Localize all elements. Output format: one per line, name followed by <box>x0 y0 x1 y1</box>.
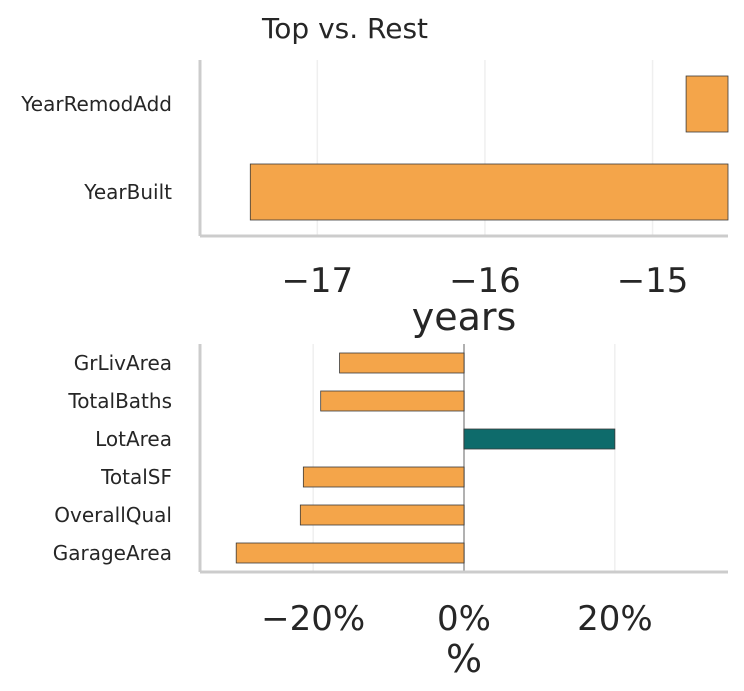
bar-GrLivArea <box>339 352 465 374</box>
bottom-chart: GrLivArea TotalBaths LotArea TotalSF Overall… <box>53 344 728 681</box>
tick-label-0: −17 <box>281 261 353 301</box>
tick-label-0: −20% <box>261 599 365 639</box>
bar-GarageArea <box>235 542 465 564</box>
tick-label-1: 0% <box>437 599 491 639</box>
x-axis-label: years <box>412 295 517 339</box>
category-label-GarageArea: GarageArea <box>53 541 172 565</box>
bar-LotArea <box>463 428 616 450</box>
x-axis-label: % <box>446 637 482 681</box>
bar-OverallQual <box>299 504 465 526</box>
bar-YearRemodAdd <box>685 75 729 133</box>
category-label-OverallQual: OverallQual <box>54 503 172 527</box>
category-label-LotArea: LotArea <box>95 427 172 451</box>
top-chart: YearRemodAdd YearBuilt −17 −16 −15 years <box>20 60 729 339</box>
bar-TotalSF <box>302 466 465 488</box>
bar-YearBuilt <box>249 163 729 221</box>
chart-title: Top vs. Rest <box>261 12 428 45</box>
category-label-YearBuilt: YearBuilt <box>83 180 172 204</box>
category-label-YearRemodAdd: YearRemodAdd <box>20 92 172 116</box>
category-label-TotalSF: TotalSF <box>100 465 172 489</box>
tick-label-2: −15 <box>617 261 689 301</box>
bar-TotalBaths <box>320 390 465 412</box>
tick-label-1: −16 <box>449 261 521 301</box>
tick-label-2: 20% <box>577 599 653 639</box>
category-label-TotalBaths: TotalBaths <box>67 389 172 413</box>
category-label-GrLivArea: GrLivArea <box>74 351 172 375</box>
